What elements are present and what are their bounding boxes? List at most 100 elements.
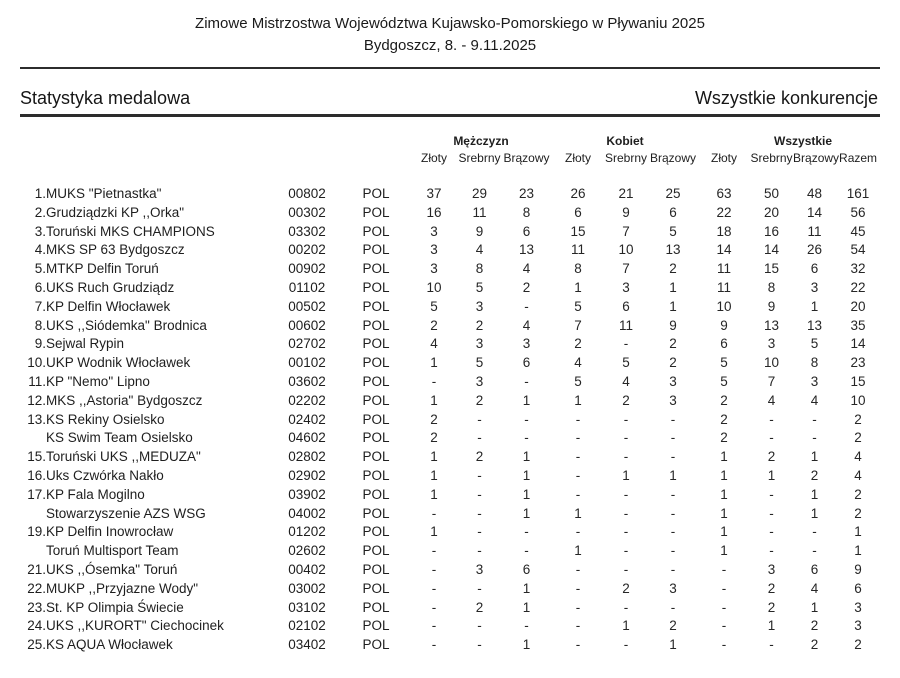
medal-count-cell: 3 [430,223,438,239]
medal-count-cell: - [769,411,774,427]
medal-count-cell: 13 [764,317,780,333]
medal-count-cell: - [623,486,629,502]
medal-count-cell: 14 [850,336,866,352]
medal-count-cell: 1 [522,467,531,483]
medal-count-cell: - [575,637,581,653]
country-cell: POL [362,449,390,465]
rank-cell: 13. [27,411,46,427]
medal-count-cell: 1 [720,505,728,521]
medal-count-cell: 15 [850,373,866,389]
medal-count-cell: 7 [622,223,630,239]
medal-count-cell: 2 [854,637,862,653]
club-code-cell: 00302 [288,204,326,220]
club-code-cell: 04602 [288,430,326,446]
medal-count-cell: 8 [767,279,776,295]
medal-count-cell: 8 [475,261,484,277]
medal-count-cell: 2 [767,580,776,596]
medal-count-cell: 26 [570,186,586,201]
medal-count-cell: 5 [622,355,630,371]
medal-count-cell: - [524,618,529,634]
medal-count-cell: 9 [475,223,484,239]
medal-count-cell: 1 [522,505,531,521]
subheader-men-gold: Złoty [420,151,447,165]
country-cell: POL [362,242,390,258]
medal-count-cell: - [431,373,437,389]
club-name-cell: Toruński UKS ,,MEDUZA" [46,449,201,465]
medal-count-cell: 26 [807,242,823,258]
table-row: 4. MKS SP 63 Bydgoszcz 00202 POL 3 4 13 11 10 13 1… [20,241,880,260]
rank-cell: 5. [34,261,46,277]
medal-count-cell: 1 [522,580,531,596]
medal-count-cell: 2 [854,411,862,427]
medal-count-cell: 13 [665,242,681,258]
sub-header-row: Złoty Srebrny Brązowy Złoty Srebrny Brązowy Zł… [20,148,880,165]
medal-count-cell: 6 [720,336,728,352]
medal-count-cell: 2 [669,618,677,634]
medal-count-cell: 4 [810,392,819,408]
medal-count-cell: 16 [426,204,442,220]
club-code-cell: 02402 [288,411,326,427]
club-name-cell: KP "Nemo" Lipno [46,373,150,389]
rank-cell: 23. [27,599,46,615]
country-cell: POL [362,261,390,277]
medal-count-cell: - [524,524,529,540]
medal-count-cell: 29 [471,186,488,201]
country-cell: POL [362,486,390,502]
medal-count-cell: 11 [807,223,822,239]
medal-count-cell: 3 [854,599,862,615]
subheader-women-gold: Złoty [564,151,591,165]
rank-cell [20,542,46,561]
table-row: 17. KP Fala Mogilno 03902 POL 1 - 1 - - - 1 - 1 2 [20,486,880,505]
medal-count-cell: - [623,637,629,653]
medal-count-cell: 56 [850,204,866,220]
medal-count-cell: 1 [669,637,677,653]
medal-count-cell: 1 [767,618,776,634]
country-cell: POL [362,580,390,596]
medal-count-cell: 3 [475,561,484,577]
medal-count-cell: 1 [522,486,531,502]
medal-count-cell: - [575,561,581,577]
table-row: Stowarzyszenie AZS WSG 04002 POL - - 1 1 - - 1 - 1 2 [20,505,880,524]
rank-cell: 1. [34,186,46,201]
table-row: 2. Grudziądzki KP ,,Orka" 00302 POL 16 11 8 6 9 6… [20,204,880,223]
rank-cell: 16. [27,467,46,483]
medal-count-cell: - [477,618,482,634]
rank-cell: 11. [28,373,46,389]
medal-count-cell: 2 [854,505,862,521]
medal-count-cell: - [477,411,482,427]
table-row: Toruń Multisport Team 02602 POL - - - 1 - - 1 - - 1 [20,542,880,561]
medal-count-cell: 9 [720,317,728,333]
club-name-cell: Toruń Multisport Team [46,543,179,559]
rank-cell [20,505,46,524]
rank-cell: 8. [34,317,46,333]
club-code-cell: 00902 [288,261,326,277]
medal-count-cell: 2 [430,430,438,446]
club-code-cell: 00502 [288,298,326,314]
medal-count-cell: 4 [574,355,582,371]
medal-count-cell: - [431,561,437,577]
medal-count-cell: 5 [475,355,484,371]
medal-count-cell: 2 [810,467,819,483]
medal-count-cell: 1 [430,524,438,540]
country-cell: POL [362,186,390,201]
medal-count-cell: - [623,449,629,465]
section-header: Statystyka medalowa Wszystkie konkurencj… [20,88,878,109]
medal-count-cell: 1 [854,524,862,540]
country-cell: POL [362,373,390,389]
medal-count-cell: - [670,411,676,427]
medal-count-cell: - [623,524,629,540]
club-code-cell: 03902 [288,486,326,502]
medal-count-cell: 2 [622,580,630,596]
medal-count-cell: - [769,430,774,446]
medal-count-cell: 1 [622,467,630,483]
medal-count-cell: 7 [767,373,776,389]
medal-count-cell: 5 [720,373,728,389]
medal-count-cell: - [524,543,529,559]
medal-count-cell: 20 [850,298,866,314]
medal-count-cell: - [575,599,581,615]
medal-count-cell: 2 [475,392,484,408]
medal-count-cell: 37 [426,186,442,201]
medal-count-cell: - [524,411,529,427]
medal-count-cell: 2 [669,261,677,277]
medal-count-cell: - [524,373,529,389]
